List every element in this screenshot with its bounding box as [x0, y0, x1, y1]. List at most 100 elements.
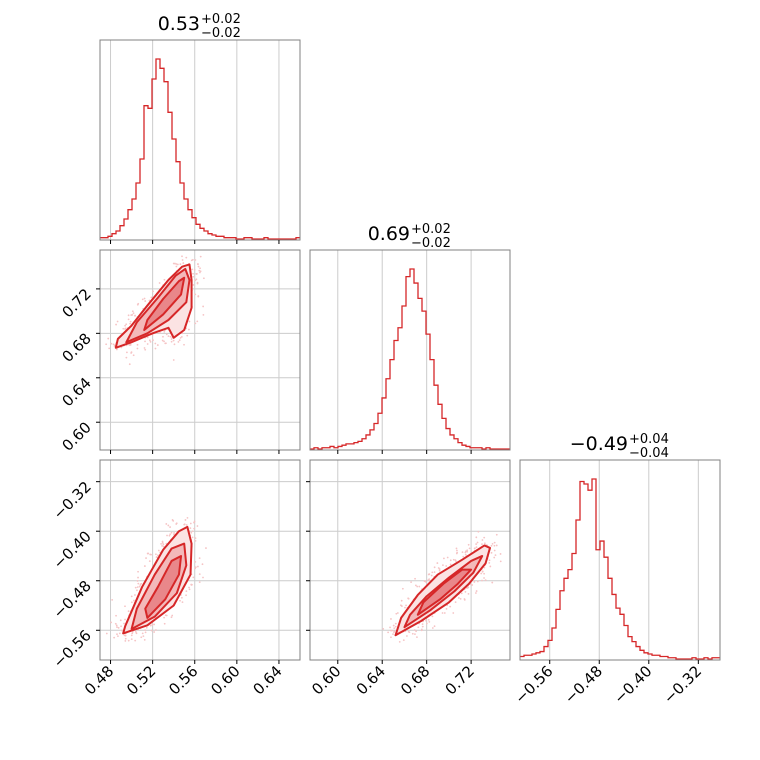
- scatter-point: [184, 519, 187, 521]
- scatter-point: [163, 622, 166, 625]
- scatter-point: [110, 342, 113, 345]
- scatter-point: [150, 553, 152, 556]
- scatter-point: [488, 559, 491, 562]
- y-tick-label: 0.64: [58, 374, 94, 410]
- scatter-point: [424, 580, 427, 583]
- scatter-point: [431, 627, 434, 629]
- scatter-point: [420, 628, 423, 631]
- scatter-point: [161, 339, 164, 342]
- scatter-point: [490, 544, 493, 547]
- scatter-point: [427, 618, 430, 621]
- x-tick-label: −0.40: [610, 662, 655, 707]
- scatter-point: [463, 598, 466, 601]
- scatter-point: [425, 619, 427, 622]
- scatter-point: [196, 272, 198, 275]
- panel-frame: [309, 459, 511, 661]
- scatter-point: [196, 282, 199, 285]
- scatter-point: [389, 626, 391, 629]
- scatter-point: [460, 592, 463, 595]
- contour-level-inner: [144, 554, 183, 619]
- scatter-point: [181, 332, 184, 335]
- scatter-point: [193, 269, 196, 271]
- scatter-point: [396, 612, 399, 614]
- scatter-point: [162, 545, 165, 548]
- scatter-point: [402, 639, 405, 642]
- scatter-point: [175, 263, 178, 265]
- scatter-point: [467, 586, 470, 589]
- scatter-point: [198, 581, 201, 584]
- scatter-point: [390, 618, 392, 620]
- scatter-point: [483, 566, 486, 569]
- scatter-point: [130, 595, 133, 598]
- scatter-point: [427, 573, 430, 576]
- title-param-3-plus: +0.04: [629, 432, 669, 447]
- scatter-point: [202, 576, 204, 579]
- scatter-point: [147, 552, 150, 555]
- scatter-point: [194, 279, 197, 282]
- scatter-point: [122, 327, 125, 330]
- scatter-point: [162, 543, 165, 546]
- scatter-point: [136, 586, 139, 588]
- scatter-point: [132, 354, 135, 357]
- scatter-point: [495, 544, 498, 547]
- scatter-point: [117, 635, 119, 637]
- scatter-point: [176, 263, 179, 266]
- scatter-point: [130, 638, 133, 641]
- scatter-point: [194, 322, 197, 325]
- scatter-point: [177, 341, 180, 343]
- scatter-point: [193, 527, 196, 530]
- scatter-point: [481, 539, 484, 541]
- scatter-point: [421, 623, 424, 626]
- scatter-point: [118, 632, 121, 635]
- scatter-point: [199, 271, 201, 274]
- scatter-point: [443, 612, 446, 614]
- scatter-point: [157, 554, 159, 557]
- scatter-point: [153, 623, 156, 626]
- scatter-point: [484, 579, 487, 582]
- scatter-point: [414, 584, 417, 587]
- scatter-point: [192, 275, 195, 278]
- scatter-point: [457, 597, 460, 599]
- scatter-point: [162, 335, 164, 338]
- scatter-point: [437, 567, 440, 569]
- scatter-point: [130, 351, 133, 354]
- scatter-point: [137, 570, 139, 573]
- scatter-point: [202, 305, 205, 308]
- scatter-point: [136, 589, 138, 592]
- scatter-point: [160, 543, 162, 545]
- scatter-point: [477, 530, 480, 533]
- scatter-point: [182, 262, 185, 264]
- scatter-point: [152, 339, 154, 342]
- scatter-point: [170, 340, 173, 343]
- histogram-panel-param-3: −0.56 −0.48 −0.40 −0.32: [511, 459, 721, 707]
- scatter-point: [163, 330, 166, 333]
- scatter-point: [144, 340, 146, 343]
- scatter-point: [188, 586, 190, 589]
- scatter-point: [125, 356, 128, 359]
- scatter-point: [108, 347, 111, 350]
- scatter-point: [190, 583, 193, 586]
- scatter-point: [392, 633, 394, 636]
- scatter-point: [455, 560, 457, 563]
- scatter-point: [461, 551, 464, 554]
- y-tick-label: 0.72: [58, 285, 94, 321]
- scatter-point: [400, 605, 403, 607]
- scatter-point: [413, 629, 416, 631]
- scatter-point: [178, 339, 181, 342]
- scatter-point: [389, 629, 392, 632]
- scatter-point: [181, 255, 183, 258]
- scatter-point: [136, 303, 139, 306]
- x-tick-label: −0.56: [511, 662, 556, 707]
- scatter-point: [175, 523, 178, 525]
- scatter-point: [132, 312, 135, 314]
- scatter-point: [156, 344, 159, 346]
- scatter-point: [129, 344, 132, 346]
- scatter-point: [418, 585, 421, 588]
- scatter-point: [141, 632, 144, 635]
- scatter-point: [428, 620, 431, 623]
- scatter-point: [193, 520, 196, 523]
- y-tick-label: 0.68: [58, 329, 94, 365]
- scatter-point: [144, 300, 147, 302]
- scatter-point: [120, 629, 123, 632]
- scatter-point: [165, 614, 168, 617]
